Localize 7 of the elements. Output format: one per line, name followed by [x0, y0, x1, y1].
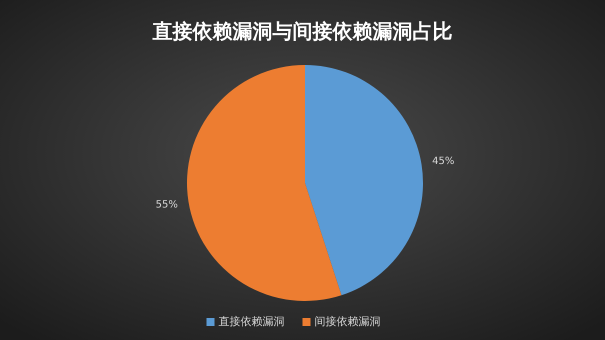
legend-label: 间接依赖漏洞	[314, 315, 380, 328]
data-label: 45%	[432, 156, 454, 167]
pie-slice	[187, 65, 342, 301]
pie-slice	[305, 65, 423, 296]
chart-title: 直接依赖漏洞与间接依赖漏洞占比	[152, 19, 452, 43]
legend-label: 直接依赖漏洞	[218, 315, 284, 328]
data-label: 55%	[156, 200, 178, 211]
